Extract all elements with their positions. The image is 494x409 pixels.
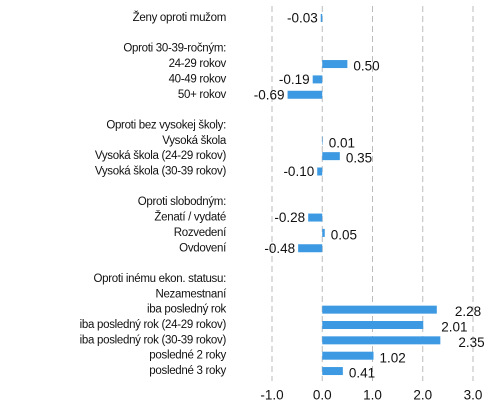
value-label: -0.48 [264,241,295,256]
value-label: -0.10 [283,164,314,179]
x-tick-label: 1.0 [363,388,382,403]
value-label: -0.28 [274,210,305,225]
bar [322,152,340,161]
category-label: 24-29 rokov [169,58,227,70]
category-label: iba posledný rok [147,304,226,316]
category-label: Rozvedení [174,227,227,239]
category-label: 40-49 rokov [169,73,227,85]
category-label: Ženy oproti mužom [133,11,226,24]
category-label: Oproti 30-39-ročným: [123,43,226,55]
category-label: Nezamestnaní [155,288,227,300]
value-label: 0.50 [353,59,379,74]
x-tick-label: 0.0 [313,388,332,403]
bar [322,321,424,329]
bar [320,14,323,22]
bar [317,167,323,176]
category-label: Oproti inému ekon. statusu: [93,273,226,285]
category-label: posledné 3 roky [149,365,226,377]
value-label: 2.01 [441,320,467,335]
category-label: Vysoká škola [162,135,227,147]
value-label: 0.05 [331,227,357,242]
x-tick-label: 3.0 [464,388,483,403]
value-label: -0.03 [287,11,318,26]
category-label: Ovdovení [179,242,227,254]
value-label: 0.01 [329,135,355,150]
category-label: Vysoká škola (24-29 rokov) [95,150,227,162]
bar [322,228,325,237]
category-label: Ženatí / vydaté [154,211,226,224]
category-label: iba posledný rok (24-29 rokov) [80,319,227,331]
bar [322,60,348,69]
value-label: 2.35 [458,335,484,350]
value-label: -0.19 [279,72,310,87]
value-label: 2.28 [455,304,481,319]
category-label: posledné 2 roky [149,350,226,362]
value-label: 1.02 [380,350,406,365]
category-label: 50+ rokov [178,89,227,101]
x-tick-label: 2.0 [413,388,432,403]
bar [322,336,441,345]
category-label: iba posledný rok (30-39 rokov) [80,334,227,346]
bar [322,136,323,145]
value-label: 0.41 [349,366,375,381]
bar [322,305,437,314]
bar [308,213,323,222]
value-label: 0.35 [346,151,372,166]
bar [322,367,343,376]
value-label: -0.69 [254,87,285,102]
bar [287,90,323,99]
bar [312,75,323,84]
x-tick-label: -1.0 [260,388,283,403]
bar [298,244,323,253]
bar [322,351,374,360]
category-label: Oproti slobodným: [138,196,226,208]
category-label: Vysoká škola (30-39 rokov) [95,166,227,178]
category-label: Oproti bez vysokej školy: [106,119,226,131]
